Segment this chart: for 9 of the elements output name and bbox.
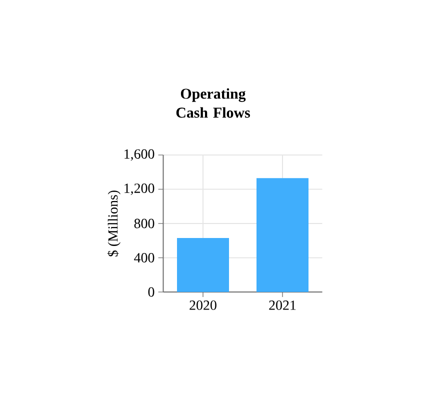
- chart-title: Operating Cash Flows: [176, 88, 250, 118]
- y-axis-title: $ (Millions): [107, 190, 121, 256]
- y-tick-label: 1,200: [124, 184, 154, 195]
- y-tick-label: 400: [134, 253, 154, 262]
- x-tick-label: 2021: [269, 300, 296, 310]
- x-tick-label: 2020: [190, 300, 216, 310]
- y-tick-label: 800: [134, 218, 154, 228]
- y-tick-label: 1,600: [124, 149, 154, 161]
- y-tick-label: 0: [148, 287, 154, 297]
